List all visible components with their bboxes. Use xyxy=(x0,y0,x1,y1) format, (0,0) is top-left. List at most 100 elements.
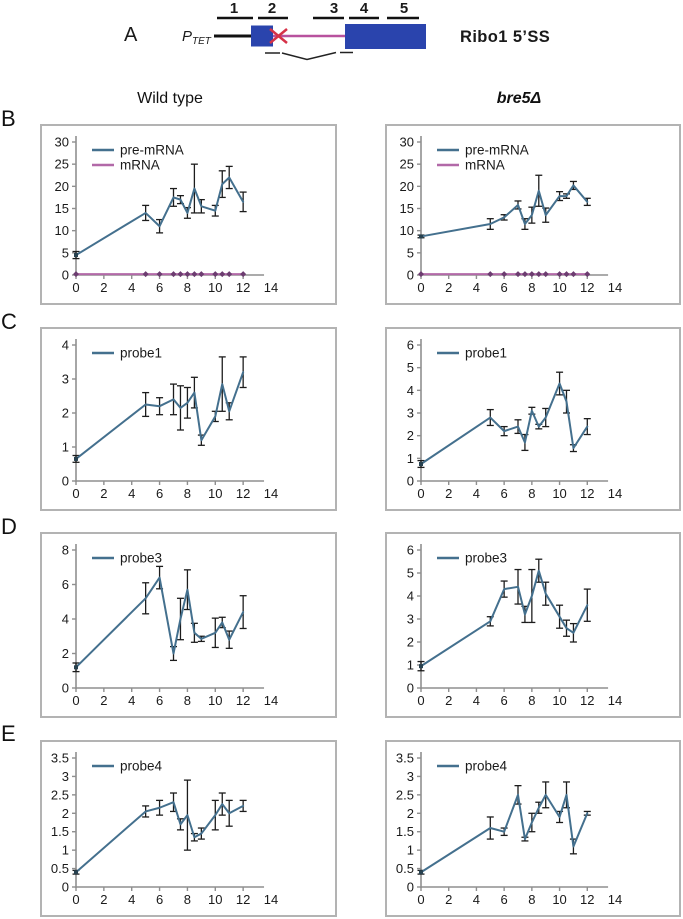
svg-text:2: 2 xyxy=(407,428,414,443)
svg-text:0: 0 xyxy=(407,268,414,283)
svg-text:4: 4 xyxy=(128,693,135,708)
chart-d-wildtype: 0 2 4 6 8 10 12 14 0 2 4 6 8 probe3 xyxy=(40,532,337,718)
svg-text:6: 6 xyxy=(501,892,508,907)
svg-text:4: 4 xyxy=(407,589,414,604)
svg-text:4: 4 xyxy=(128,892,135,907)
svg-text:10: 10 xyxy=(208,892,222,907)
svg-text:14: 14 xyxy=(264,486,278,501)
svg-text:0.5: 0.5 xyxy=(51,861,69,876)
svg-text:8: 8 xyxy=(184,892,191,907)
chart-b-bre5: 0 2 4 6 8 10 12 14 0 5 10 15 20 25 30 pre-mRNA mRNA xyxy=(385,124,681,305)
svg-text:0: 0 xyxy=(407,474,414,489)
svg-text:12: 12 xyxy=(580,693,594,708)
svg-text:4: 4 xyxy=(62,338,69,353)
svg-text:14: 14 xyxy=(264,693,278,708)
svg-text:5: 5 xyxy=(407,245,414,260)
svg-text:5: 5 xyxy=(407,360,414,375)
svg-text:4: 4 xyxy=(360,0,369,17)
svg-text:0: 0 xyxy=(72,486,79,501)
svg-text:1.5: 1.5 xyxy=(396,824,414,839)
svg-text:10: 10 xyxy=(552,892,566,907)
svg-text:6: 6 xyxy=(156,693,163,708)
svg-text:2: 2 xyxy=(100,280,107,295)
chart-canvas-e-bre5: 0 2 4 6 8 10 12 14 0 0.5 1 1.5 2 2.5 3 3.5 probe4 xyxy=(396,751,622,908)
svg-text:probe1: probe1 xyxy=(120,346,162,361)
svg-text:8: 8 xyxy=(528,280,535,295)
panel-label-e: E xyxy=(1,721,16,746)
svg-text:10: 10 xyxy=(400,223,414,238)
svg-text:2.5: 2.5 xyxy=(51,787,69,802)
svg-text:0: 0 xyxy=(407,681,414,696)
svg-text:6: 6 xyxy=(156,486,163,501)
svg-text:2: 2 xyxy=(445,486,452,501)
svg-text:A: A xyxy=(124,24,138,46)
svg-text:1: 1 xyxy=(230,0,238,17)
svg-text:12: 12 xyxy=(236,280,250,295)
svg-text:3: 3 xyxy=(407,406,414,421)
svg-text:0: 0 xyxy=(62,681,69,696)
svg-text:8: 8 xyxy=(528,693,535,708)
svg-text:6: 6 xyxy=(501,486,508,501)
svg-text:20: 20 xyxy=(55,179,69,194)
svg-text:14: 14 xyxy=(608,892,622,907)
chart-c-bre5: 0 2 4 6 8 10 12 14 0 1 2 3 4 5 6 probe1 xyxy=(385,327,681,511)
svg-text:10: 10 xyxy=(208,280,222,295)
svg-text:2: 2 xyxy=(62,406,69,421)
svg-text:0: 0 xyxy=(417,892,424,907)
panel-label-c: C xyxy=(1,309,17,334)
svg-text:3.5: 3.5 xyxy=(51,751,69,766)
chart-e-wildtype: 0 2 4 6 8 10 12 14 0 0.5 1 1.5 2 2.5 3 3.5 probe4 xyxy=(40,740,337,917)
chart-e-bre5: 0 2 4 6 8 10 12 14 0 0.5 1 1.5 2 2.5 3 3.5 probe4 xyxy=(385,740,681,917)
svg-text:0: 0 xyxy=(62,268,69,283)
svg-text:1: 1 xyxy=(407,658,414,673)
svg-text:14: 14 xyxy=(264,892,278,907)
svg-text:3.5: 3.5 xyxy=(396,751,414,766)
svg-text:10: 10 xyxy=(552,486,566,501)
svg-text:probe4: probe4 xyxy=(120,759,163,774)
svg-text:2: 2 xyxy=(445,693,452,708)
svg-text:2.5: 2.5 xyxy=(396,787,414,802)
svg-text:14: 14 xyxy=(608,280,622,295)
svg-text:25: 25 xyxy=(400,157,414,172)
svg-text:6: 6 xyxy=(407,543,414,558)
svg-text:10: 10 xyxy=(208,486,222,501)
svg-text:probe3: probe3 xyxy=(120,551,162,566)
svg-text:4: 4 xyxy=(128,486,135,501)
svg-text:12: 12 xyxy=(236,693,250,708)
svg-text:pre-mRNA: pre-mRNA xyxy=(120,143,184,158)
svg-text:4: 4 xyxy=(473,280,480,295)
svg-text:4: 4 xyxy=(473,486,480,501)
svg-text:mRNA: mRNA xyxy=(120,158,160,173)
svg-text:0: 0 xyxy=(72,693,79,708)
svg-text:10: 10 xyxy=(55,223,69,238)
svg-text:1: 1 xyxy=(62,440,69,455)
svg-text:6: 6 xyxy=(156,892,163,907)
svg-text:6: 6 xyxy=(407,338,414,353)
svg-text:6: 6 xyxy=(156,280,163,295)
svg-text:4: 4 xyxy=(62,612,69,627)
svg-text:4: 4 xyxy=(473,693,480,708)
svg-text:2: 2 xyxy=(407,806,414,821)
svg-text:probe4: probe4 xyxy=(465,759,508,774)
svg-text:14: 14 xyxy=(608,693,622,708)
svg-text:8: 8 xyxy=(184,486,191,501)
svg-text:12: 12 xyxy=(580,892,594,907)
svg-text:12: 12 xyxy=(580,280,594,295)
svg-text:2: 2 xyxy=(268,0,276,17)
chart-b-wildtype: 0 2 4 6 8 10 12 14 0 5 10 15 20 25 30 pre-mRNA mRNA xyxy=(40,124,337,305)
svg-text:4: 4 xyxy=(473,892,480,907)
svg-text:PTET: PTET xyxy=(182,28,212,47)
column-title-bre5: bre5Δ xyxy=(496,90,542,107)
svg-text:3: 3 xyxy=(407,612,414,627)
svg-text:8: 8 xyxy=(184,280,191,295)
svg-text:8: 8 xyxy=(62,543,69,558)
svg-text:5: 5 xyxy=(400,0,408,17)
svg-text:0.5: 0.5 xyxy=(396,861,414,876)
svg-text:8: 8 xyxy=(528,486,535,501)
svg-text:2: 2 xyxy=(100,486,107,501)
svg-text:30: 30 xyxy=(400,135,414,150)
svg-text:15: 15 xyxy=(400,201,414,216)
svg-text:3: 3 xyxy=(62,769,69,784)
svg-text:probe1: probe1 xyxy=(465,346,507,361)
